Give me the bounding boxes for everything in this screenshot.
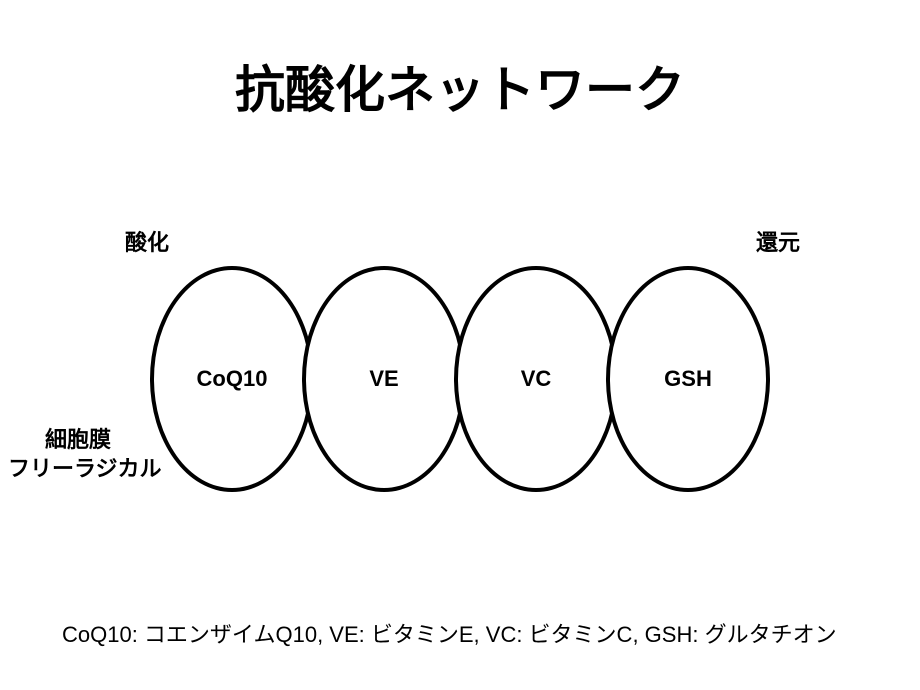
ellipse-label: VC [521,366,552,392]
ellipse-row: CoQ10 VE VC GSH [0,0,920,690]
ellipse-node: CoQ10 [150,266,314,492]
legend: CoQ10: コエンザイムQ10, VE: ビタミンE, VC: ビタミンC, … [62,617,837,649]
ellipse-label: VE [369,366,398,392]
ellipse-label: GSH [664,366,712,392]
ellipse-node: VE [302,266,466,492]
ellipse-node: GSH [606,266,770,492]
ellipse-label: CoQ10 [197,366,268,392]
ellipse-node: VC [454,266,618,492]
